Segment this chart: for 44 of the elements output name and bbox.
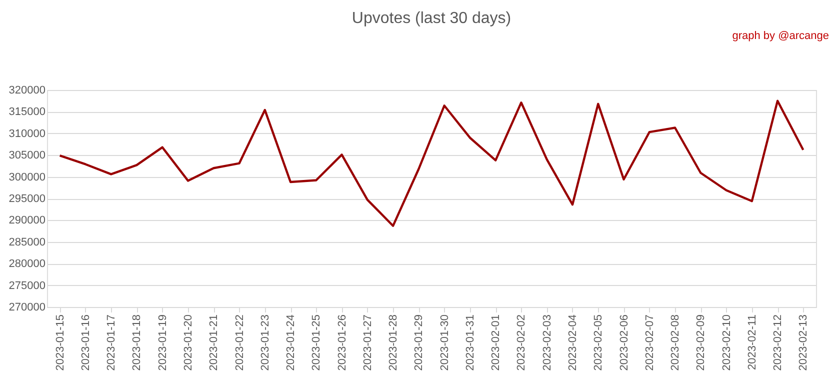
x-tick-label: 2023-01-16	[80, 314, 92, 371]
x-tick-label: 2023-02-06	[618, 314, 630, 371]
y-tick-label: 290000	[8, 214, 46, 227]
x-tick-label: 2023-01-22	[234, 314, 246, 371]
x-tick-label: 2023-02-13	[798, 314, 810, 371]
y-tick-label: 270000	[8, 302, 46, 314]
x-tick-label: 2023-02-09	[695, 314, 708, 371]
y-tick-label: 285000	[8, 236, 46, 248]
x-tick-label: 2023-02-11	[746, 314, 758, 370]
x-tick-label: 2023-02-07	[644, 314, 656, 371]
x-tick-label: 2023-01-28	[388, 314, 400, 371]
x-tick-label: 2023-02-10	[720, 314, 733, 371]
x-tick-label: 2023-02-08	[670, 314, 682, 371]
y-tick-label: 315000	[8, 106, 46, 118]
x-tick-label: 2023-01-25	[310, 314, 323, 371]
x-tick-label: 2023-02-01	[490, 314, 502, 371]
y-tick-label: 280000	[8, 258, 46, 270]
x-tick-label: 2023-01-29	[413, 314, 426, 371]
x-tick-label: 2023-02-12	[772, 314, 784, 371]
y-tick-label: 300000	[8, 171, 46, 184]
x-tick-label: 2023-01-17	[106, 314, 118, 371]
x-tick-label: 2023-01-18	[131, 314, 144, 371]
text: graph by @arcange	[732, 30, 829, 42]
x-tick-label: 2023-01-26	[336, 314, 348, 371]
y-tick-label: 295000	[8, 193, 46, 205]
chart-title: Upvotes (last 30 days)	[352, 10, 512, 27]
x-tick-label: 2023-01-20	[182, 314, 194, 371]
y-tick-label: 310000	[8, 128, 46, 140]
x-tick-label: 2023-02-03	[541, 314, 554, 371]
y-tick-label: 305000	[8, 150, 46, 162]
x-tick-label: 2023-01-27	[362, 314, 374, 371]
x-tick-label: 2023-01-31	[464, 314, 476, 371]
y-tick-label: 275000	[8, 280, 46, 292]
x-tick-label: 2023-01-19	[156, 314, 169, 371]
x-tick-label: 2023-01-24	[285, 314, 298, 371]
x-tick-label: 2023-02-05	[592, 314, 605, 371]
x-tick-label: 2023-01-23	[259, 314, 272, 371]
x-tick-label: 2023-01-15	[54, 314, 66, 371]
x-tick-label: 2023-01-30	[438, 314, 451, 371]
line-series	[58, 100, 804, 227]
x-tick-label: 2023-02-04	[566, 314, 579, 371]
x-tick-label: 2023-02-02	[516, 314, 528, 371]
y-tick-label: 320000	[8, 84, 46, 96]
x-tick-label: 2023-01-21	[208, 314, 220, 371]
